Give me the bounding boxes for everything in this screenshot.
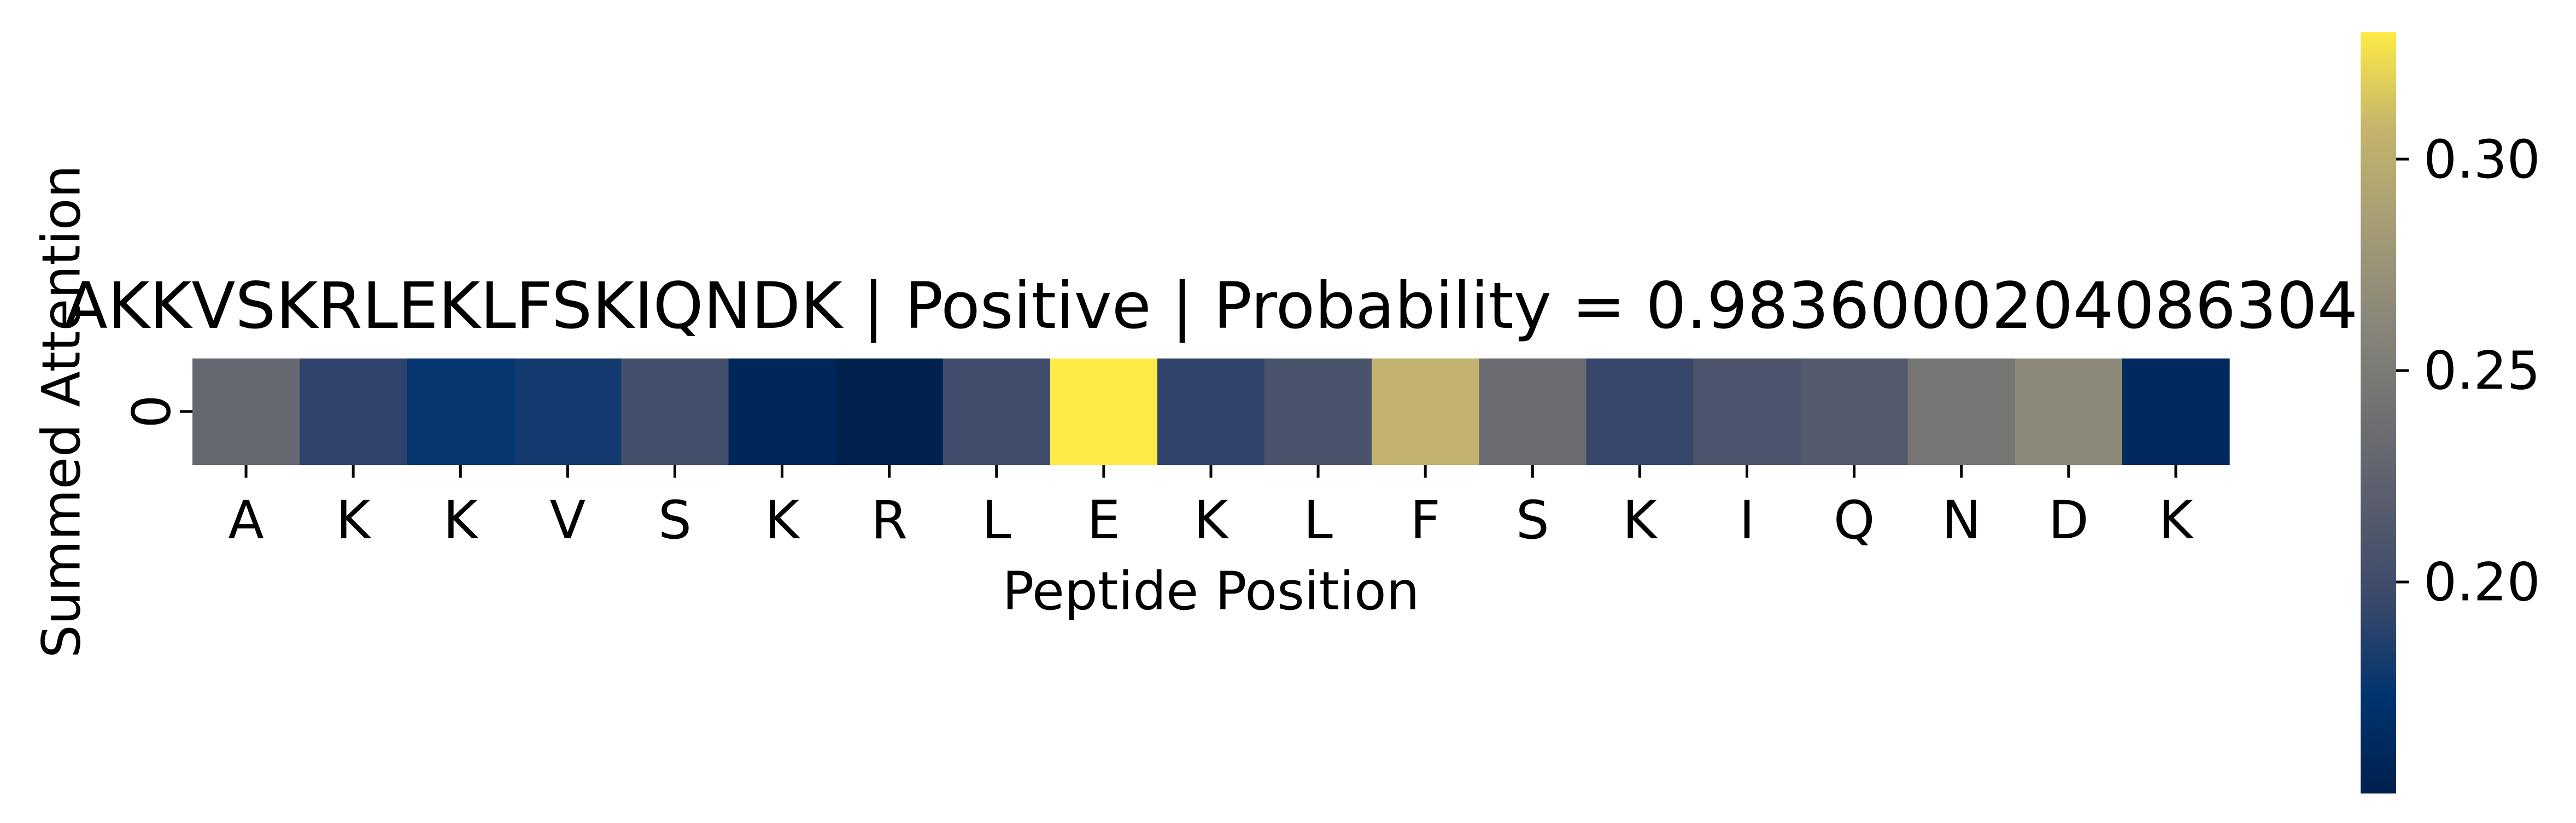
x-tick-label: K xyxy=(1623,490,1658,551)
x-tick-label: K xyxy=(2158,490,2194,551)
heatmap-cell xyxy=(300,358,407,465)
colorbar-ticks: 0.20 0.25 0.30 xyxy=(2396,129,2540,613)
heatmap-cell xyxy=(1586,358,1694,465)
colorbar-tick-label: 0.20 xyxy=(2423,552,2540,613)
y-tick-label: 0 xyxy=(121,395,183,428)
heatmap-cell xyxy=(835,358,944,465)
heatmap-cell xyxy=(192,358,300,465)
x-tick-label: F xyxy=(1410,490,1441,551)
x-tick-label: S xyxy=(1516,490,1549,551)
heatmap-cell xyxy=(2015,358,2123,465)
heatmap-cell xyxy=(407,358,514,465)
colorbar-tick-label: 0.30 xyxy=(2423,129,2540,190)
y-axis: 0 xyxy=(121,395,192,428)
heatmap-cell xyxy=(1800,358,1908,465)
x-tick-label: V xyxy=(550,490,586,551)
colorbar: 0.20 0.25 0.30 xyxy=(2361,32,2540,793)
x-axis-label: Peptide Position xyxy=(1002,561,1419,622)
x-tick-label: L xyxy=(1303,490,1332,551)
x-tick-label: K xyxy=(443,490,479,551)
x-tick-label: N xyxy=(1942,490,1981,551)
y-axis-label: Summed Attention xyxy=(31,165,92,658)
x-tick-label: E xyxy=(1087,490,1121,551)
heatmap-cell xyxy=(1479,358,1586,465)
heatmap-cell xyxy=(621,358,729,465)
x-tick-label: Q xyxy=(1834,490,1875,551)
heatmap-cell xyxy=(2122,358,2230,465)
heatmap-cell xyxy=(1157,358,1265,465)
x-tick-label: A xyxy=(228,490,264,551)
x-tick-label: K xyxy=(765,490,800,551)
heatmap-cell xyxy=(728,358,836,465)
x-tick-label: I xyxy=(1739,490,1754,551)
x-tick-label: S xyxy=(658,490,692,551)
x-tick-label: L xyxy=(982,490,1011,551)
heatmap-cell xyxy=(942,358,1051,465)
heatmap-cell xyxy=(1907,358,2016,465)
heatmap-cell xyxy=(1693,358,1801,465)
heatmap-cell xyxy=(1050,358,1158,465)
heatmap-cell xyxy=(514,358,622,465)
colorbar-gradient xyxy=(2361,32,2396,793)
heatmap-cells xyxy=(192,358,2230,465)
chart-title: AKKVSKRLEKLFSKIQNDK | Positive | Probabi… xyxy=(64,268,2358,343)
colorbar-tick-label: 0.25 xyxy=(2423,340,2540,402)
x-tick-label: K xyxy=(336,490,372,551)
heatmap-cell xyxy=(1264,358,1372,465)
heatmap-cell xyxy=(1372,358,1479,465)
x-tick-label: D xyxy=(2048,490,2089,551)
x-tick-label: R xyxy=(871,490,908,551)
x-tick-label: K xyxy=(1194,490,1230,551)
